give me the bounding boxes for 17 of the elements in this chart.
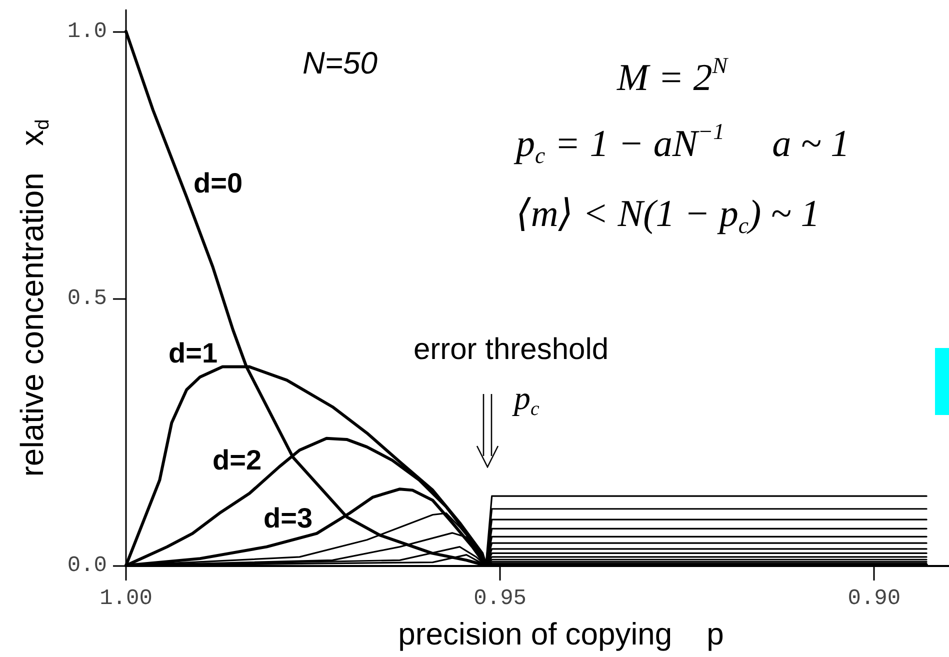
x-tick-label: 0.90 — [848, 586, 901, 611]
y-tick-label: 0.0 — [67, 553, 107, 578]
x-tick-label: 1.00 — [100, 586, 152, 611]
series-label: d=3 — [263, 502, 313, 534]
series-label: d=1 — [168, 338, 218, 368]
annotation: error threshold — [413, 332, 609, 368]
y-tick-label: 0.5 — [67, 286, 107, 311]
x-tick-label: 0.95 — [474, 586, 526, 611]
y-tick-label: 1.0 — [67, 18, 107, 44]
series-label: d=2 — [212, 444, 262, 476]
series-label: d=0 — [193, 168, 243, 198]
annotation: p$_{c}$ — [514, 380, 540, 420]
x-axis-title: precision of copying p — [398, 615, 724, 653]
annotation: M = 2$^{N}$ — [617, 53, 728, 102]
annotation: N=50 — [302, 44, 378, 82]
text: p$_{c}$ = 1 − aN$^{−1}$ a ~ 1 — [516, 119, 850, 168]
annotation: ⟨m⟩ < N(1 − p$_{c}$) ~ 1 — [516, 192, 820, 238]
